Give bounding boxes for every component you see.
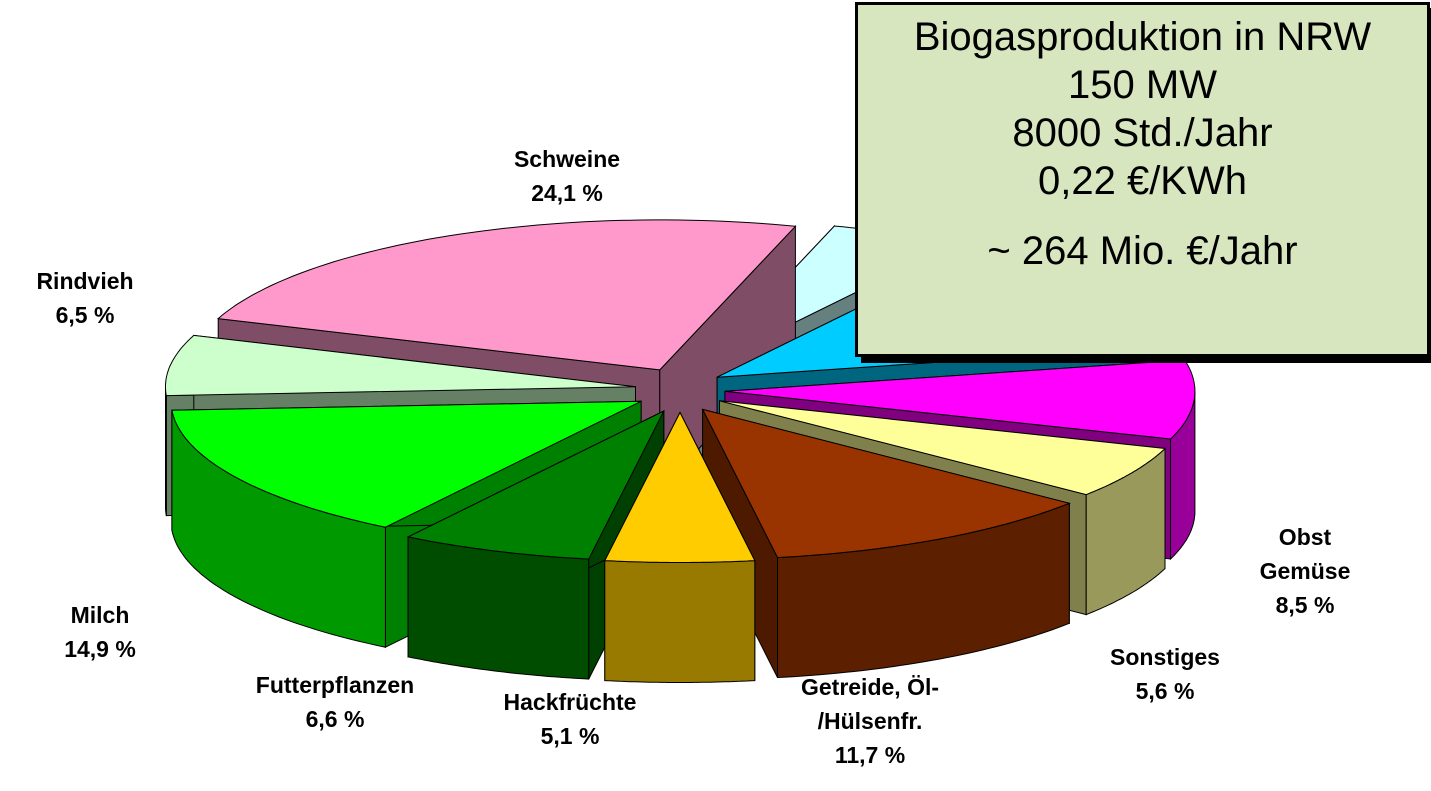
value-label: 6,5 % [55, 302, 115, 328]
category-name: Hackfrüchte [503, 689, 637, 715]
slice [719, 400, 1167, 496]
info-line: Biogasproduktion in NRW [913, 15, 1372, 59]
value-label: 6,6 % [305, 706, 365, 732]
category-name: Futterpflanzen [255, 672, 415, 698]
category-name: Sonstiges [1110, 644, 1220, 670]
slice-label: Hackfrüchte 5,1 % [504, 685, 637, 753]
value-label: 14,9 % [64, 636, 136, 662]
value-label: 24,1 % [531, 180, 603, 206]
value-label: 8,5 % [1275, 592, 1335, 618]
info-line: ~ 264 Mio. €/Jahr [987, 229, 1298, 273]
slice-label: Futterpflanzen 6,6 % [256, 668, 414, 736]
category-name: Obst Gemüse [1259, 524, 1351, 584]
slice-side [165, 386, 167, 516]
slice [701, 408, 1071, 559]
category-name: Milch [70, 602, 130, 628]
info-line: 150 MW [1068, 63, 1217, 107]
slice [217, 219, 797, 371]
slice [406, 409, 665, 560]
slice [165, 334, 636, 397]
slice [604, 411, 756, 563]
category-name: Schweine [513, 146, 621, 172]
slice-label: Milch 14,9 % [64, 598, 136, 666]
info-box: Biogasproduktion in NRW 150 MW 8000 Std./J… [855, 2, 1430, 357]
slice [724, 359, 1196, 440]
info-line: 0,22 €/KWh [1037, 159, 1247, 203]
slice-label: Schweine 24,1 % [514, 142, 620, 210]
slice-label: Rindvieh 6,5 % [36, 264, 133, 332]
slice [171, 400, 642, 528]
category-name: Rindvieh [36, 268, 134, 294]
slice-side [407, 536, 590, 680]
category-name: Getreide, Öl- /Hülsenfr. [800, 674, 940, 734]
value-label: 5,1 % [540, 723, 600, 749]
value-label: 11,7 % [834, 742, 906, 768]
slice-label: Sonstiges 5,6 % [1110, 640, 1220, 708]
slice-side [604, 560, 756, 683]
slice-label: Getreide, Öl- /Hülsenfr. 11,7 % [801, 670, 939, 772]
value-label: 5,6 % [1135, 678, 1195, 704]
slice-label: Obst Gemüse 8,5 % [1260, 520, 1351, 622]
info-line: 8000 Std./Jahr [1012, 111, 1273, 155]
